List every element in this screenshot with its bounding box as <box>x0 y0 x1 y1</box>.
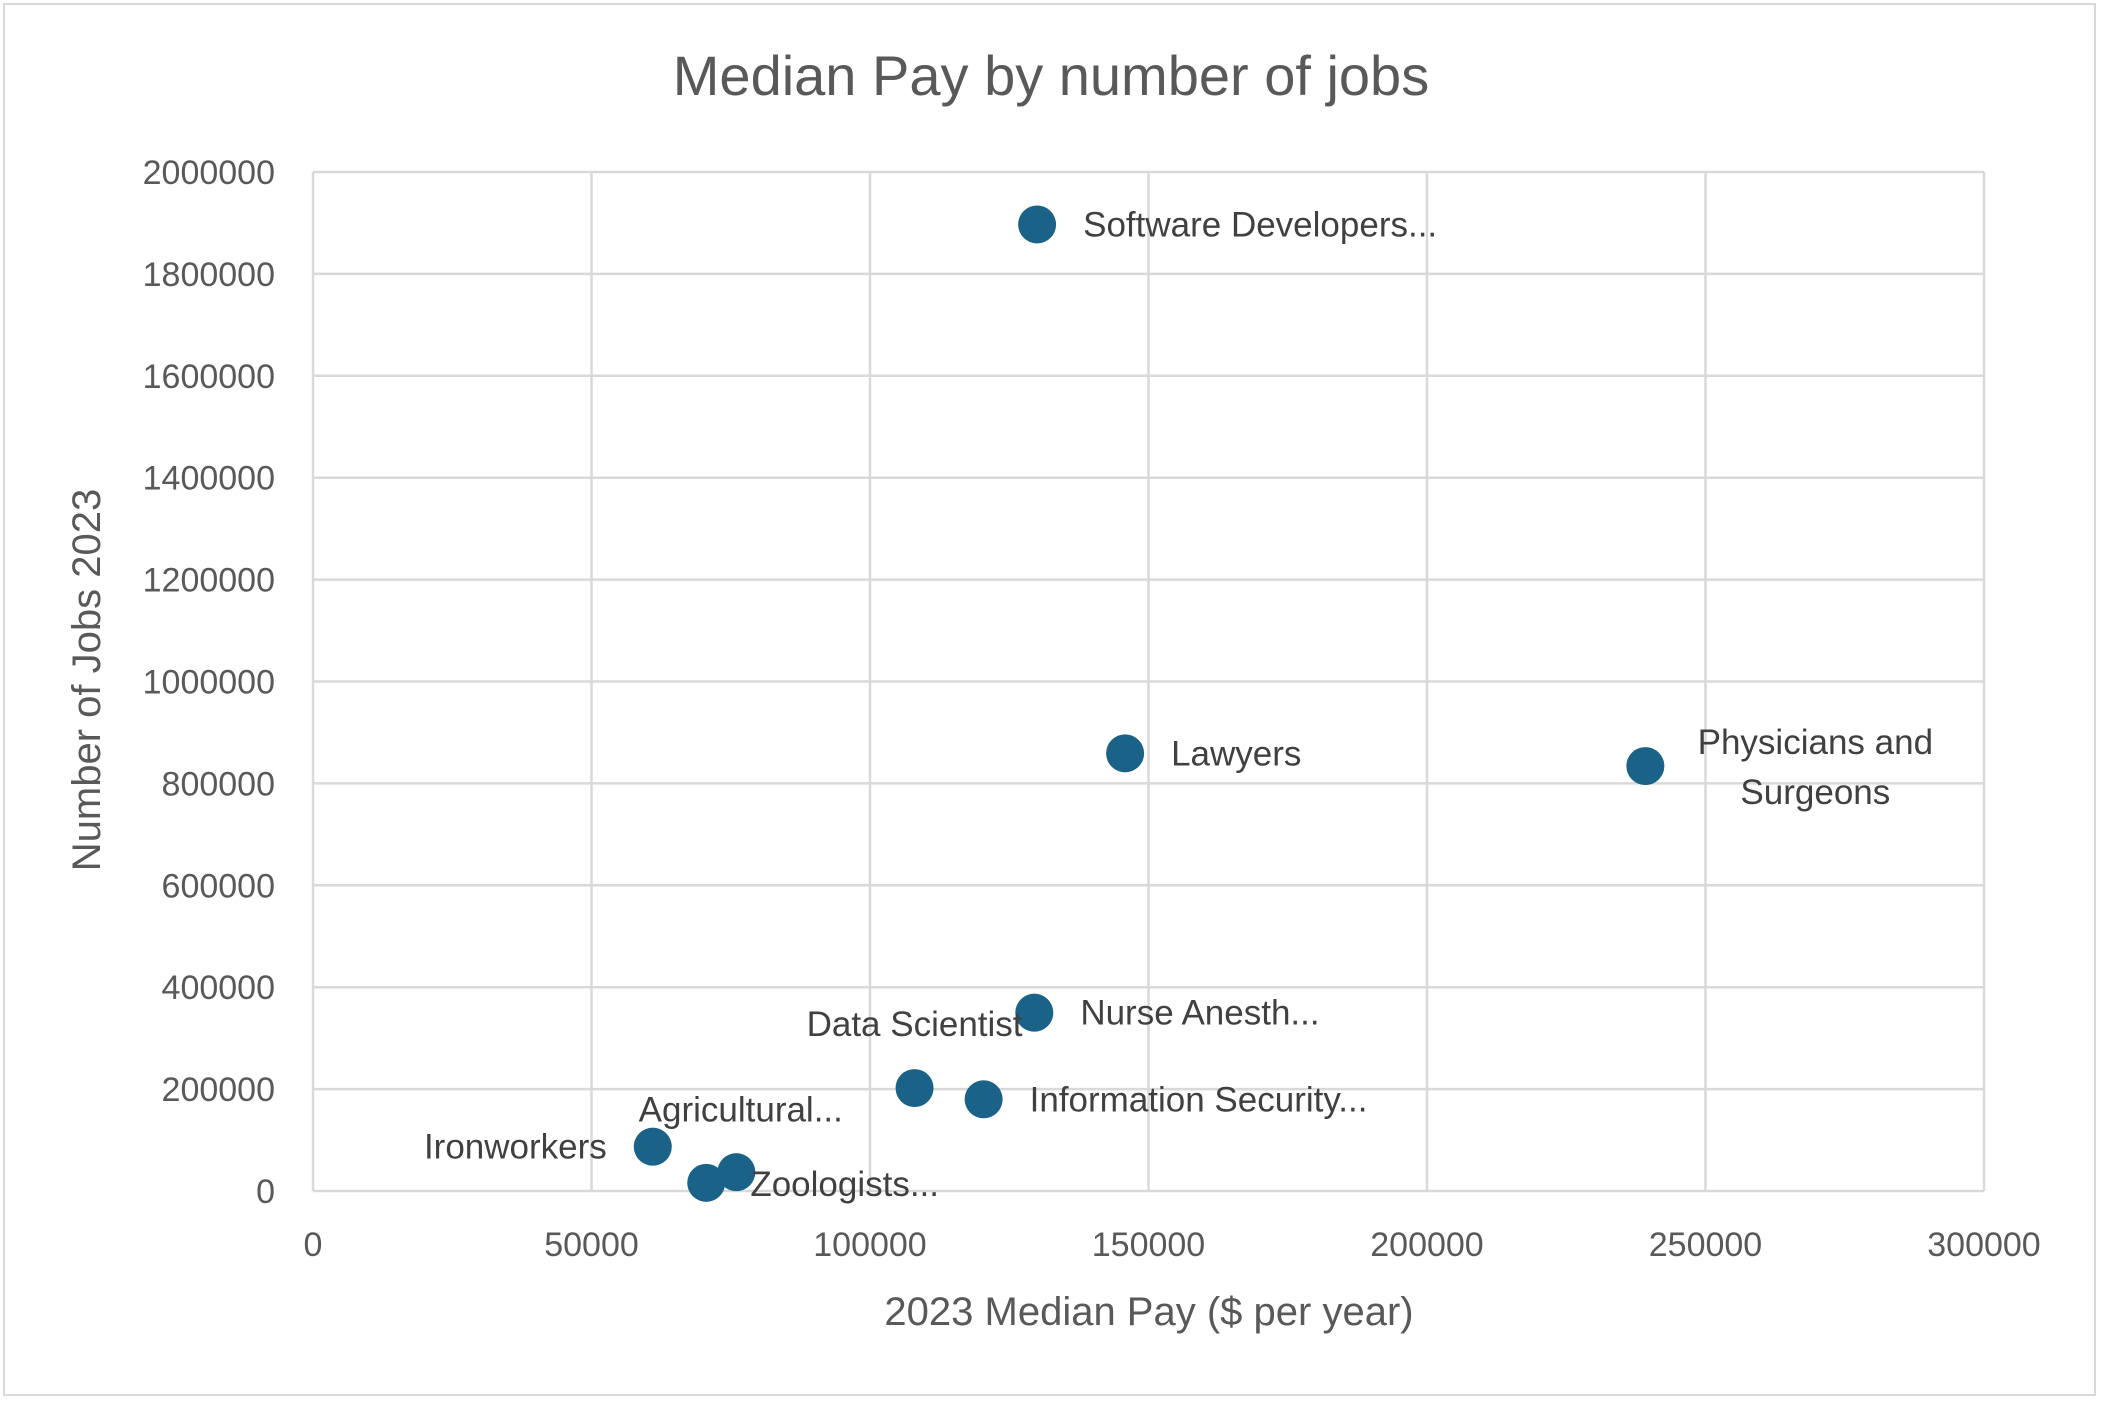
data-point <box>717 1153 756 1192</box>
data-point <box>1018 205 1057 244</box>
gridlines <box>311 170 1986 1193</box>
x-tick-label: 250000 <box>1649 1226 1762 1264</box>
y-tick-label: 1400000 <box>143 460 275 498</box>
data-point <box>1015 993 1054 1032</box>
y-tick-label: 400000 <box>162 969 275 1007</box>
y-tick-label: 600000 <box>162 867 275 905</box>
x-tick-label: 300000 <box>1927 1226 2040 1264</box>
data-point <box>895 1069 934 1108</box>
x-axis-ticks: 0 50000 100000 150000 200000 250000 300000 <box>304 1226 2041 1264</box>
data-label: Software Developers... <box>1083 205 1437 244</box>
y-tick-label: 800000 <box>162 765 275 803</box>
data-label: Ironworkers <box>424 1128 607 1167</box>
y-tick-label: 1800000 <box>143 256 275 294</box>
data-points <box>633 205 1665 1202</box>
x-axis-title: 2023 Median Pay ($ per year) <box>884 1290 1413 1334</box>
data-point <box>1626 747 1665 786</box>
x-tick-label: 150000 <box>1092 1226 1205 1264</box>
data-point <box>687 1163 726 1202</box>
y-tick-label: 200000 <box>162 1071 275 1109</box>
y-tick-label: 0 <box>256 1173 275 1211</box>
data-label: Information Security... <box>1030 1080 1368 1119</box>
data-label: Nurse Anesth... <box>1080 994 1319 1033</box>
y-axis-title: Number of Jobs 2023 <box>65 489 109 871</box>
chart-title: Median Pay by number of jobs <box>673 44 1429 107</box>
x-tick-label: 50000 <box>544 1226 639 1264</box>
data-label: Agricultural... <box>639 1091 843 1130</box>
x-tick-label: 0 <box>304 1226 323 1264</box>
x-tick-label: 200000 <box>1370 1226 1483 1264</box>
y-tick-label: 1000000 <box>143 664 275 702</box>
x-tick-label: 100000 <box>813 1226 926 1264</box>
data-point <box>633 1127 672 1166</box>
y-tick-label: 1600000 <box>143 358 275 396</box>
data-label: Lawyers <box>1171 734 1301 773</box>
data-label: Data Scientist <box>807 1005 1023 1044</box>
data-point <box>964 1080 1003 1119</box>
y-axis-ticks: 0 200000 400000 600000 800000 1000000 1200000 1… <box>143 154 275 1211</box>
data-label: Physicians and Surgeons <box>1698 723 1933 812</box>
y-tick-label: 2000000 <box>143 154 275 192</box>
data-labels: Software Developers... Lawyers Physicians … <box>424 205 1933 1204</box>
data-label: Zoologists... <box>750 1165 939 1204</box>
y-tick-label: 1200000 <box>143 562 275 600</box>
data-point <box>1106 734 1145 773</box>
